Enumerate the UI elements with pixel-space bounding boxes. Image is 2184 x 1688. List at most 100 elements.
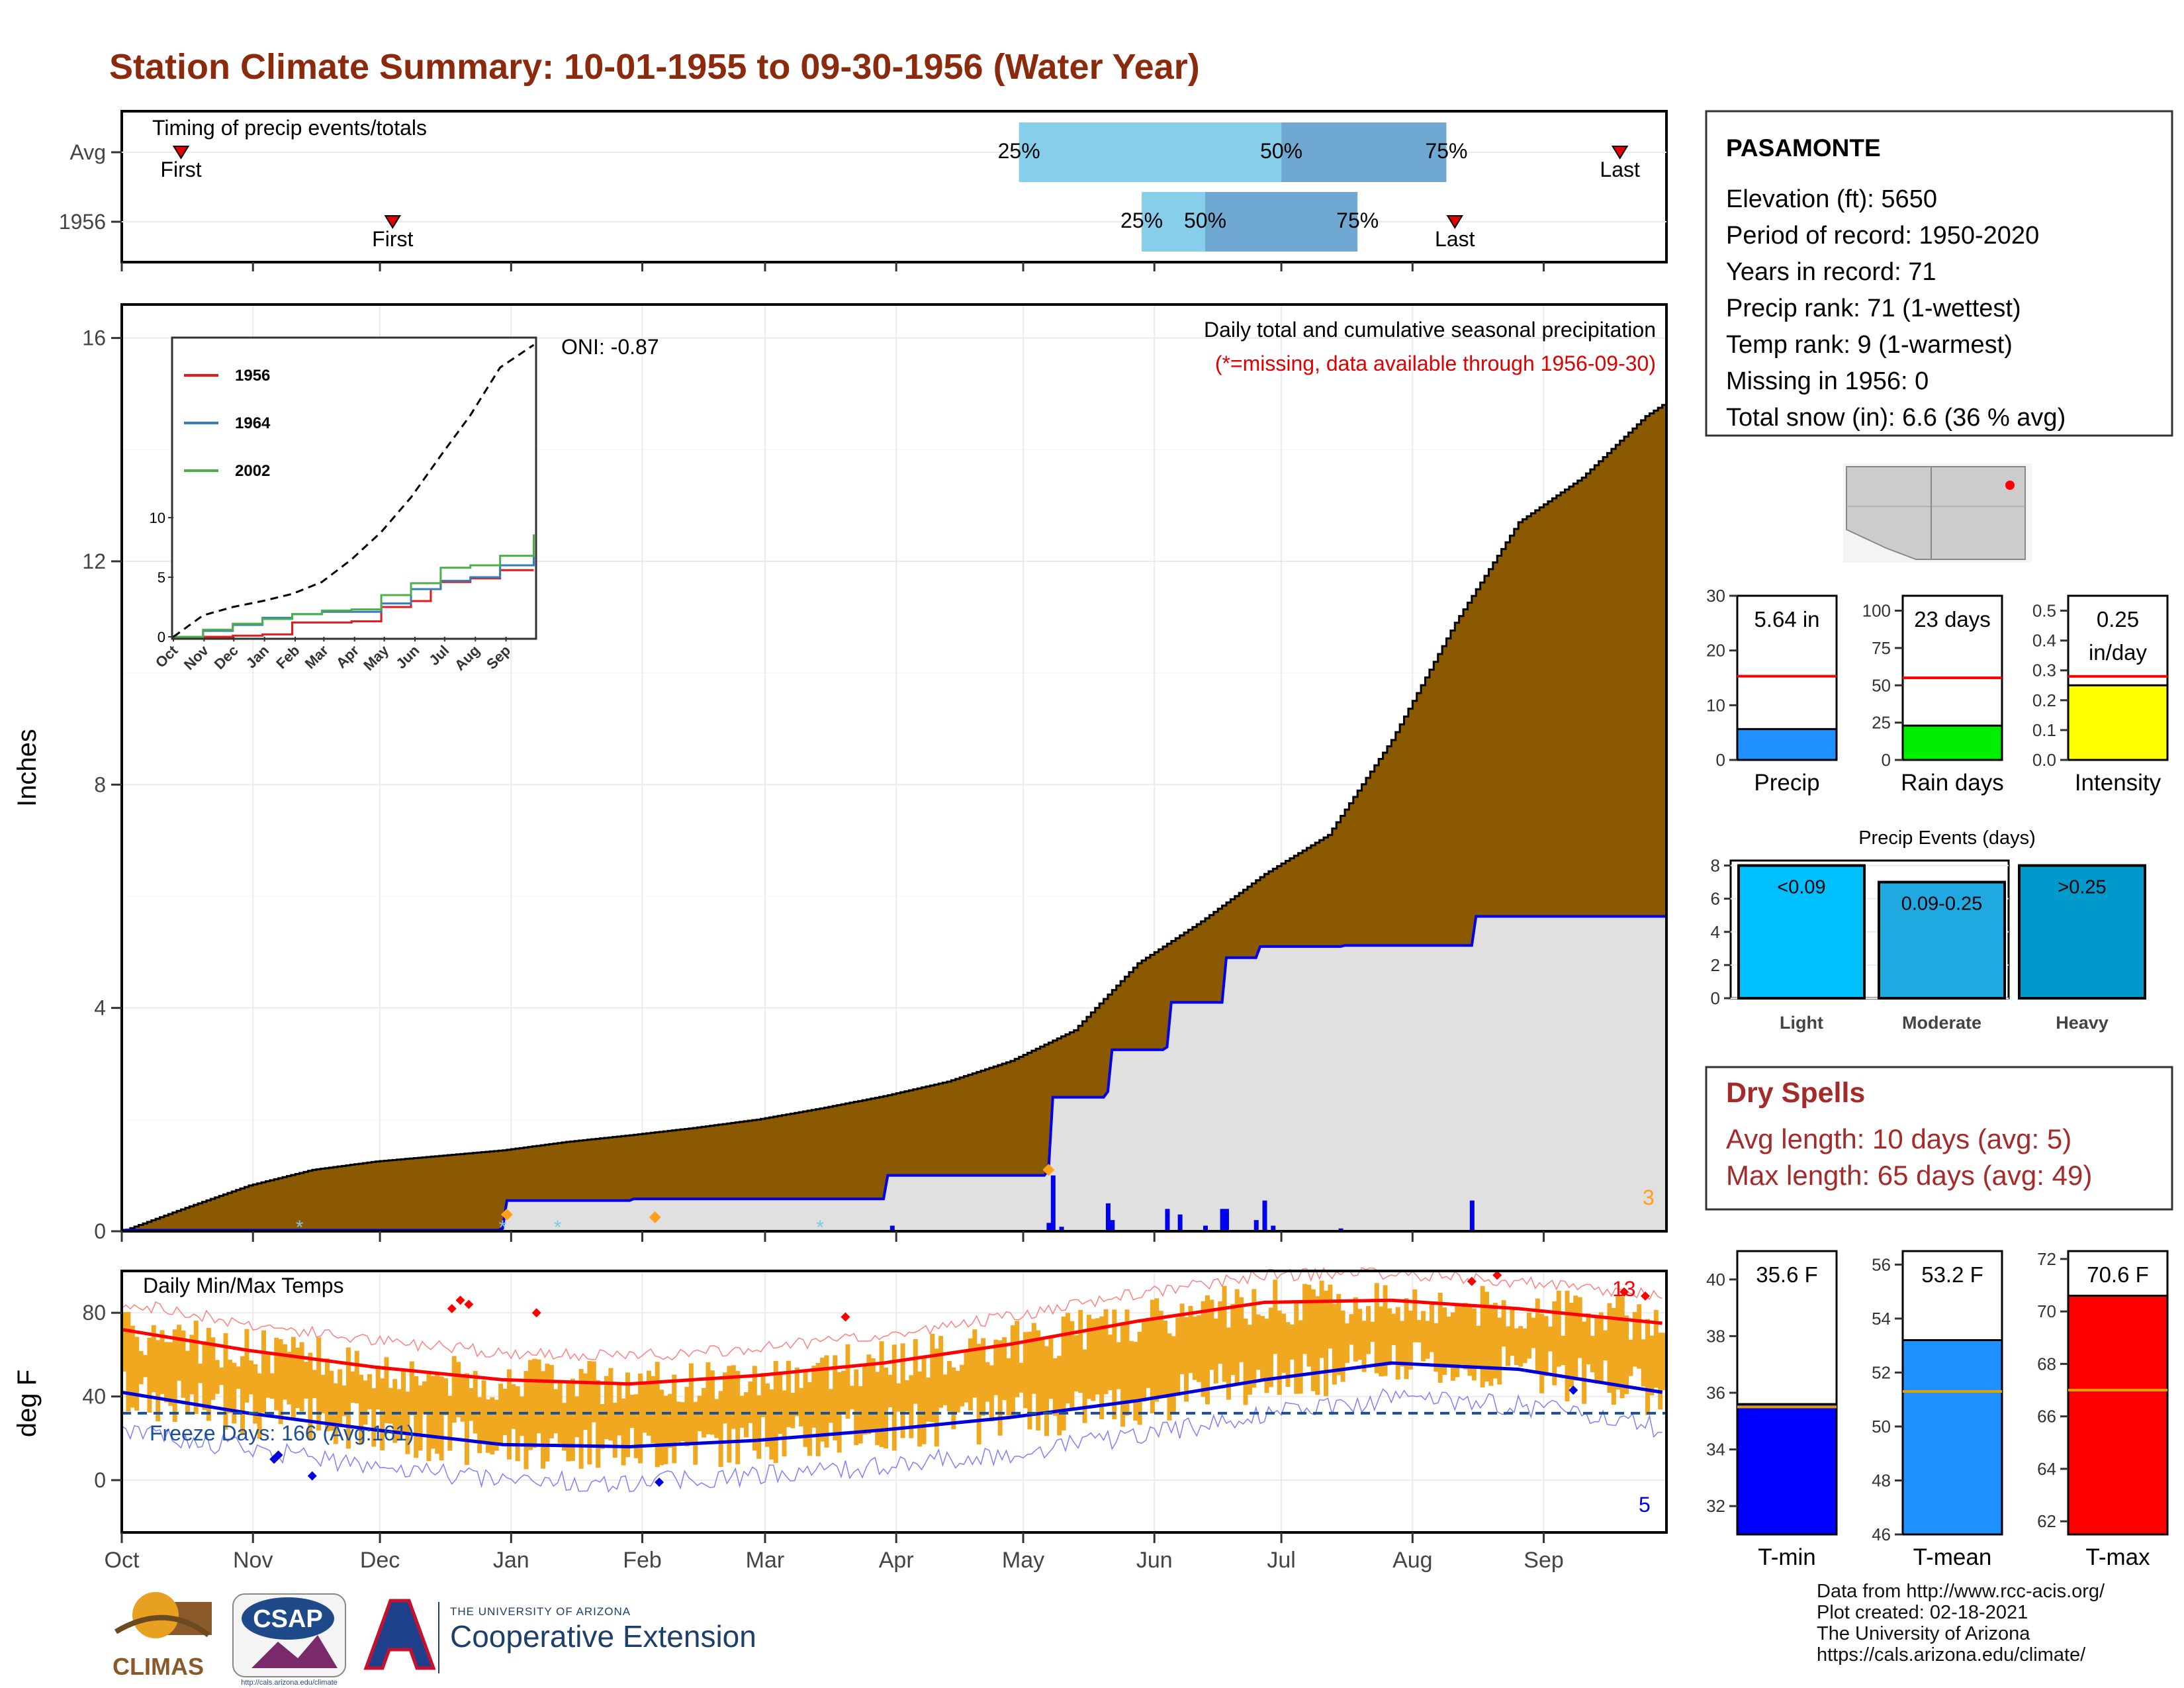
mini-bar-tick-label: 0.0 xyxy=(2032,750,2056,770)
timing-bar-lower xyxy=(1142,192,1205,252)
daily-temp-bar xyxy=(477,1397,482,1454)
month-tick-label: Oct xyxy=(105,1548,140,1573)
daily-temp-bar xyxy=(1539,1313,1545,1393)
daily-temp-bar xyxy=(1091,1319,1096,1401)
temp-summary-charts: 35.6 F T-min 32 34 36 38 40 53.2 F T-mean 46 48 50 5… xyxy=(1706,1249,2169,1570)
temp-bar-value-label: 70.6 F xyxy=(2087,1262,2149,1287)
daily-temp-bar xyxy=(232,1362,237,1424)
inset-legend-label: 2002 xyxy=(235,462,270,480)
daily-temp-bar xyxy=(600,1404,605,1449)
daily-temp-bar xyxy=(591,1361,596,1423)
daily-temp-bar xyxy=(1015,1321,1020,1397)
daily-temp-bar xyxy=(1289,1324,1295,1360)
daily-temp-bar xyxy=(659,1389,664,1466)
precip-corner-count: 3 xyxy=(1643,1186,1655,1209)
temp-bar-tick-label: 32 xyxy=(1706,1496,1725,1516)
event-bar xyxy=(1737,864,1866,1000)
daily-temp-bar xyxy=(1243,1318,1248,1405)
daily-temp-bar xyxy=(1395,1307,1400,1380)
record-high-marker xyxy=(455,1295,465,1305)
daily-temp-bar xyxy=(392,1379,398,1443)
daily-temp-bar xyxy=(866,1354,872,1434)
station-info-line: Precip rank: 71 (1-wettest) xyxy=(1726,295,2021,322)
daily-temp-bar xyxy=(875,1372,880,1446)
mini-bar-tick-label: 75 xyxy=(1872,638,1891,658)
daily-temp-bar xyxy=(946,1361,952,1412)
precip-y-tick-label: 8 xyxy=(94,773,106,796)
precip-y-tick-label: 16 xyxy=(82,326,106,350)
coop-small-text: THE UNIVERSITY OF ARIZONA xyxy=(450,1605,631,1618)
mini-bar-value-label: 0.25 xyxy=(2097,607,2139,632)
daily-temp-bar xyxy=(807,1382,812,1456)
daily-temp-bar xyxy=(1607,1303,1612,1393)
month-tick-label: May xyxy=(1002,1548,1044,1573)
daily-temp-bar xyxy=(1002,1337,1007,1400)
inset-series-line xyxy=(173,534,535,638)
daily-temp-bar xyxy=(1492,1302,1498,1379)
daily-temp-bar xyxy=(566,1383,571,1462)
precip-y-tick-label: 12 xyxy=(82,549,106,573)
daily-temp-bar xyxy=(1116,1342,1121,1389)
missing-marker: * xyxy=(816,1217,824,1239)
daily-temp-bar xyxy=(1264,1319,1269,1393)
daily-temp-bar xyxy=(401,1371,406,1434)
inset-legend-label: 1964 xyxy=(235,414,271,432)
footer-credit: Data from http://www.rcc-acis.org/ Plot … xyxy=(1817,1581,2105,1665)
daily-temp-bar xyxy=(527,1360,533,1450)
month-tick-label: Aug xyxy=(1392,1548,1433,1573)
timing-bar-upper xyxy=(1281,122,1447,182)
daily-temp-bar xyxy=(942,1374,948,1405)
daily-temp-bar xyxy=(1251,1289,1257,1388)
daily-temp-bar xyxy=(520,1396,525,1436)
events-y-tick-label: 8 xyxy=(1711,856,1720,876)
daily-temp-bar xyxy=(1044,1346,1049,1436)
month-axis: Oct Nov Dec Jan Feb Mar Apr May Jun Jul Aug Sep xyxy=(105,1231,1564,1573)
daily-temp-bar xyxy=(430,1376,435,1449)
daily-temp-bar xyxy=(676,1401,681,1442)
daily-temp-bar xyxy=(1619,1296,1625,1399)
daily-temp-bar xyxy=(1086,1315,1091,1399)
daily-temp-bar xyxy=(1624,1315,1629,1395)
missing-marker: * xyxy=(296,1217,304,1239)
daily-temp-bar xyxy=(193,1321,199,1415)
daily-temp-bar xyxy=(930,1333,935,1423)
daily-temp-bar xyxy=(422,1381,428,1415)
record-high-marker xyxy=(447,1303,457,1313)
daily-temp-bar xyxy=(1408,1311,1413,1370)
daily-temp-bar xyxy=(709,1370,715,1435)
daily-temp-bar xyxy=(1615,1295,1621,1390)
daily-precip-bar xyxy=(1046,1223,1052,1231)
daily-temp-bar xyxy=(1112,1309,1117,1420)
record-high-marker xyxy=(1467,1276,1477,1286)
daily-temp-bar xyxy=(134,1336,140,1411)
station-info-line: Missing in 1956: 0 xyxy=(1726,367,1929,395)
daily-temp-bar xyxy=(909,1375,914,1438)
daily-temp-bar xyxy=(308,1352,313,1441)
daily-temp-bar xyxy=(142,1354,148,1378)
daily-temp-bar xyxy=(1556,1290,1561,1367)
daily-temp-bar xyxy=(299,1342,304,1412)
daily-temp-bar xyxy=(253,1364,258,1424)
event-bar-label: Moderate xyxy=(1902,1013,1981,1033)
daily-temp-bar xyxy=(1374,1283,1379,1374)
cold-days-count: 5 xyxy=(1639,1493,1651,1517)
events-y-tick-label: 0 xyxy=(1711,988,1720,1008)
daily-temp-bar xyxy=(989,1365,994,1422)
daily-temp-bar xyxy=(1404,1298,1409,1380)
csap-logo-text: CSAP xyxy=(253,1605,323,1633)
daily-temp-bar xyxy=(968,1338,973,1411)
temp-bar-tick-label: 64 xyxy=(2037,1459,2056,1479)
station-location-marker xyxy=(2005,481,2015,490)
daily-temp-bar xyxy=(887,1374,893,1407)
daily-temp-bar xyxy=(1023,1332,1028,1409)
daily-temp-bar xyxy=(574,1396,580,1438)
daily-temp-bar xyxy=(1336,1293,1342,1376)
mini-bar-value xyxy=(2067,684,2169,761)
daily-temp-bar xyxy=(202,1341,207,1410)
dry-spells-avg-length: Avg length: 10 days (avg: 5) xyxy=(1726,1123,2071,1154)
daily-temp-bar xyxy=(646,1370,651,1436)
daily-temp-bar xyxy=(1073,1335,1079,1391)
daily-temp-bar xyxy=(578,1368,584,1469)
daily-temp-bar xyxy=(1154,1298,1160,1402)
freeze-days-label: Freeze Days: 166 (Avg:161) xyxy=(150,1421,414,1445)
